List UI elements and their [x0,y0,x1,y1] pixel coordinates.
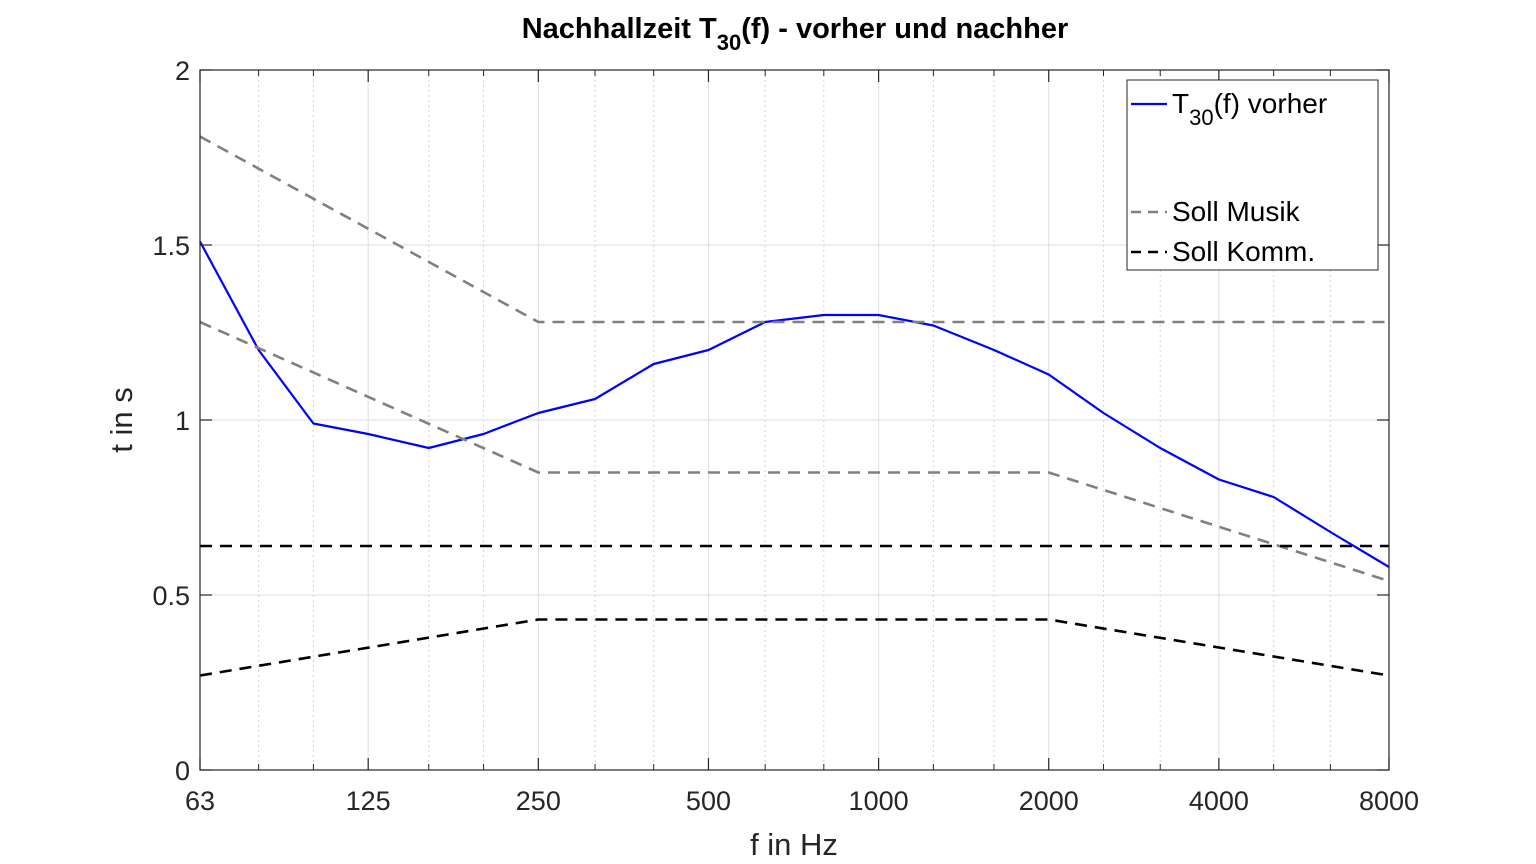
y-tick-label-0: 0 [175,756,190,786]
ticks-layer [199,69,1390,771]
x-tick-label-63: 63 [185,786,215,816]
x-tick-label-500: 500 [686,786,731,816]
x-tick-label-250: 250 [516,786,561,816]
x-tick-label-4000: 4000 [1189,786,1249,816]
x-tick-label-1000: 1000 [849,786,909,816]
y-tick-label-0.5: 0.5 [152,581,190,611]
legend-label-1: Soll Musik [1172,196,1301,227]
x-tick-label-125: 125 [346,786,391,816]
x-tick-labels: 63 125 250 500 1000 2000 4000 8000 [185,786,1419,816]
series-line-2 [199,320,1390,583]
y-axis-label: t in s [104,387,139,452]
series-layer [199,135,1390,677]
series-line-0 [199,240,1390,568]
legend-box [1126,79,1379,271]
x-tick-label-2000: 2000 [1019,786,1079,816]
chart-title: Nachhallzeit T30(f) - vorher und nachher [522,13,1069,55]
legend-label-2: Soll Komm. [1172,236,1315,267]
series-line-1 [199,135,1389,324]
x-tick-label-8000: 8000 [1359,786,1419,816]
legend-label-0: T30(f) vorher [1172,88,1327,130]
plot-area [199,69,1390,771]
y-tick-label-1: 1 [175,406,190,436]
y-tick-label-2: 2 [175,56,190,86]
y-tick-label-1.5: 1.5 [152,231,190,261]
series-line-4 [199,618,1390,677]
y-tick-labels: 0 0.5 1 1.5 2 [152,56,190,786]
x-axis-label: f in Hz [750,827,838,862]
legend: T30(f) vorher Soll Musik Soll Komm. [1126,79,1379,271]
chart-title-subscript: 30 [717,30,741,55]
